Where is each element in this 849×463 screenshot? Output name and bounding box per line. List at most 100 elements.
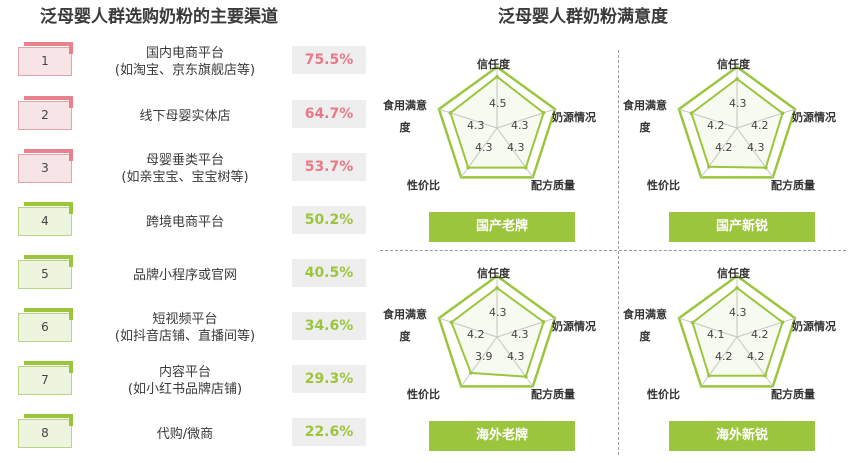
radar-point: [524, 165, 528, 170]
radar-value-label: 4.2: [747, 350, 765, 363]
channel-percentage: 75.5%: [292, 46, 366, 74]
radar-point: [707, 164, 711, 169]
radar-axis-label: 食用满意度: [623, 99, 667, 134]
radar-point: [763, 373, 767, 378]
rank-flag: [24, 361, 73, 373]
radar-axis-label: 配方质量: [771, 179, 815, 192]
radar-chart: [677, 274, 797, 388]
radar-spoke: [438, 108, 498, 129]
channel-name: 母婴垂类平台 (如亲宝宝、宝宝树等): [80, 151, 290, 187]
radar-chart: [437, 274, 557, 388]
channel-percentage: 53.7%: [292, 153, 366, 181]
channel-name-line2: (如小红书品牌店铺): [127, 382, 243, 397]
brand-category-label: 国产新锐: [669, 212, 815, 242]
radar-axis-label: 性价比: [407, 179, 440, 192]
brand-category-label: 海外新锐: [669, 421, 815, 451]
channel-row: 6 短视频平台 (如抖音店铺、直播间等) 34.6%: [18, 308, 368, 350]
radar-point: [469, 371, 473, 375]
radar-point: [449, 320, 454, 325]
channel-percentage: 50.2%: [292, 206, 366, 234]
rank-badge: 2: [18, 101, 72, 130]
radar-panel: 信任度 奶源情况 配方质量 性价比 食用满意度 4.3 4.3 4.3 3.9 4.2 海外老牌: [383, 263, 615, 463]
radar-spoke: [460, 127, 498, 178]
rank-flag: [24, 149, 73, 161]
channel-row: 8 代购/微商 22.6%: [18, 414, 368, 456]
radar-value-label: 4.2: [751, 119, 769, 132]
radar-value-label: 4.2: [707, 119, 725, 132]
radar-axis-label: 配方质量: [531, 179, 575, 192]
rank-badge: 8: [18, 419, 72, 448]
radar-series-polygon: [690, 77, 784, 169]
radar-spoke: [496, 317, 556, 338]
channel-row: 1 国内电商平台 (如淘宝、京东旗舰店等) 75.5%: [18, 42, 368, 84]
rank-flag: [24, 202, 73, 214]
radar-spoke: [496, 336, 534, 387]
radar-spoke: [700, 336, 738, 387]
radar-point: [735, 77, 739, 81]
horizontal-divider: [380, 250, 846, 251]
radar-value-label: 4.3: [747, 141, 765, 154]
radar-axis-label: 奶源情况: [792, 111, 836, 124]
channel-name-line1: 代购/微商: [156, 426, 214, 442]
radar-value-label: 4.3: [475, 141, 493, 154]
radar-value-label: 4.1: [707, 328, 725, 341]
radar-axis-label: 奶源情况: [792, 320, 836, 333]
channel-name-line1: 品牌小程序或官网: [132, 267, 237, 283]
brand-category-label: 国产老牌: [429, 212, 575, 242]
rank-flag: [24, 42, 73, 54]
radar-spoke: [736, 336, 774, 387]
radar-value-label: 4.3: [511, 119, 529, 132]
radar-point: [780, 111, 785, 116]
radar-value-label: 4.5: [489, 97, 507, 110]
radar-axis-label: 食用满意度: [383, 308, 427, 343]
radar-axis-label: 奶源情况: [552, 111, 596, 124]
radar-spoke: [496, 127, 534, 178]
radar-chart: [677, 65, 797, 179]
radar-point: [707, 373, 711, 378]
radar-spoke: [496, 108, 556, 129]
radar-spoke: [460, 336, 498, 387]
radar-value-label: 4.3: [489, 306, 507, 319]
channel-name: 国内电商平台 (如淘宝、京东旗舰店等): [80, 44, 290, 80]
channel-name-line1: 跨境电商平台: [145, 214, 224, 230]
radar-point: [689, 111, 694, 116]
rank-badge: 4: [18, 207, 72, 236]
channels-title: 泛母婴人群选购奶粉的主要渠道: [40, 7, 278, 27]
rank-badge: 5: [18, 260, 72, 289]
radar-value-label: 4.3: [467, 119, 485, 132]
radar-axis-label: 信任度: [717, 58, 750, 71]
rank-flag: [24, 414, 73, 426]
radar-axis-label: 性价比: [407, 388, 440, 401]
radar-value-label: 4.2: [751, 328, 769, 341]
rank-flag: [24, 255, 73, 267]
radar-value-label: 4.2: [715, 141, 733, 154]
channel-name: 短视频平台 (如抖音店铺、直播间等): [80, 310, 290, 346]
channel-name: 品牌小程序或官网: [80, 257, 290, 293]
channel-name-line1: 国内电商平台: [145, 46, 224, 61]
channel-percentage: 64.7%: [292, 100, 366, 128]
channel-name-line2: (如淘宝、京东旗舰店等): [114, 63, 256, 78]
radar-spoke: [736, 108, 796, 129]
channel-name-line1: 内容平台: [158, 365, 211, 380]
rank-badge: 1: [18, 47, 72, 76]
radar-spoke: [438, 317, 498, 338]
radar-series-polygon: [450, 286, 545, 378]
radar-series-polygon: [449, 75, 545, 169]
rank-badge: 3: [18, 154, 72, 183]
radar-axis-label: 配方质量: [771, 388, 815, 401]
radar-panel: 信任度 奶源情况 配方质量 性价比 食用满意度 4.5 4.3 4.3 4.3 4.3 国产老牌: [383, 54, 615, 254]
radar-point: [780, 320, 785, 325]
radar-point: [466, 165, 470, 170]
radar-axis-label: 配方质量: [531, 388, 575, 401]
radar-spoke: [678, 108, 738, 129]
channel-name: 代购/微商: [80, 416, 290, 452]
rank-badge: 7: [18, 366, 72, 395]
radar-point: [495, 286, 499, 290]
radar-series-polygon: [691, 286, 784, 377]
radar-point: [448, 111, 453, 115]
channel-name-line1: 母婴垂类平台: [145, 153, 224, 168]
radar-axis-label: 性价比: [647, 388, 680, 401]
rank-flag: [24, 96, 73, 108]
radar-value-label: 4.3: [511, 328, 529, 341]
radar-axis-label: 信任度: [717, 267, 750, 280]
